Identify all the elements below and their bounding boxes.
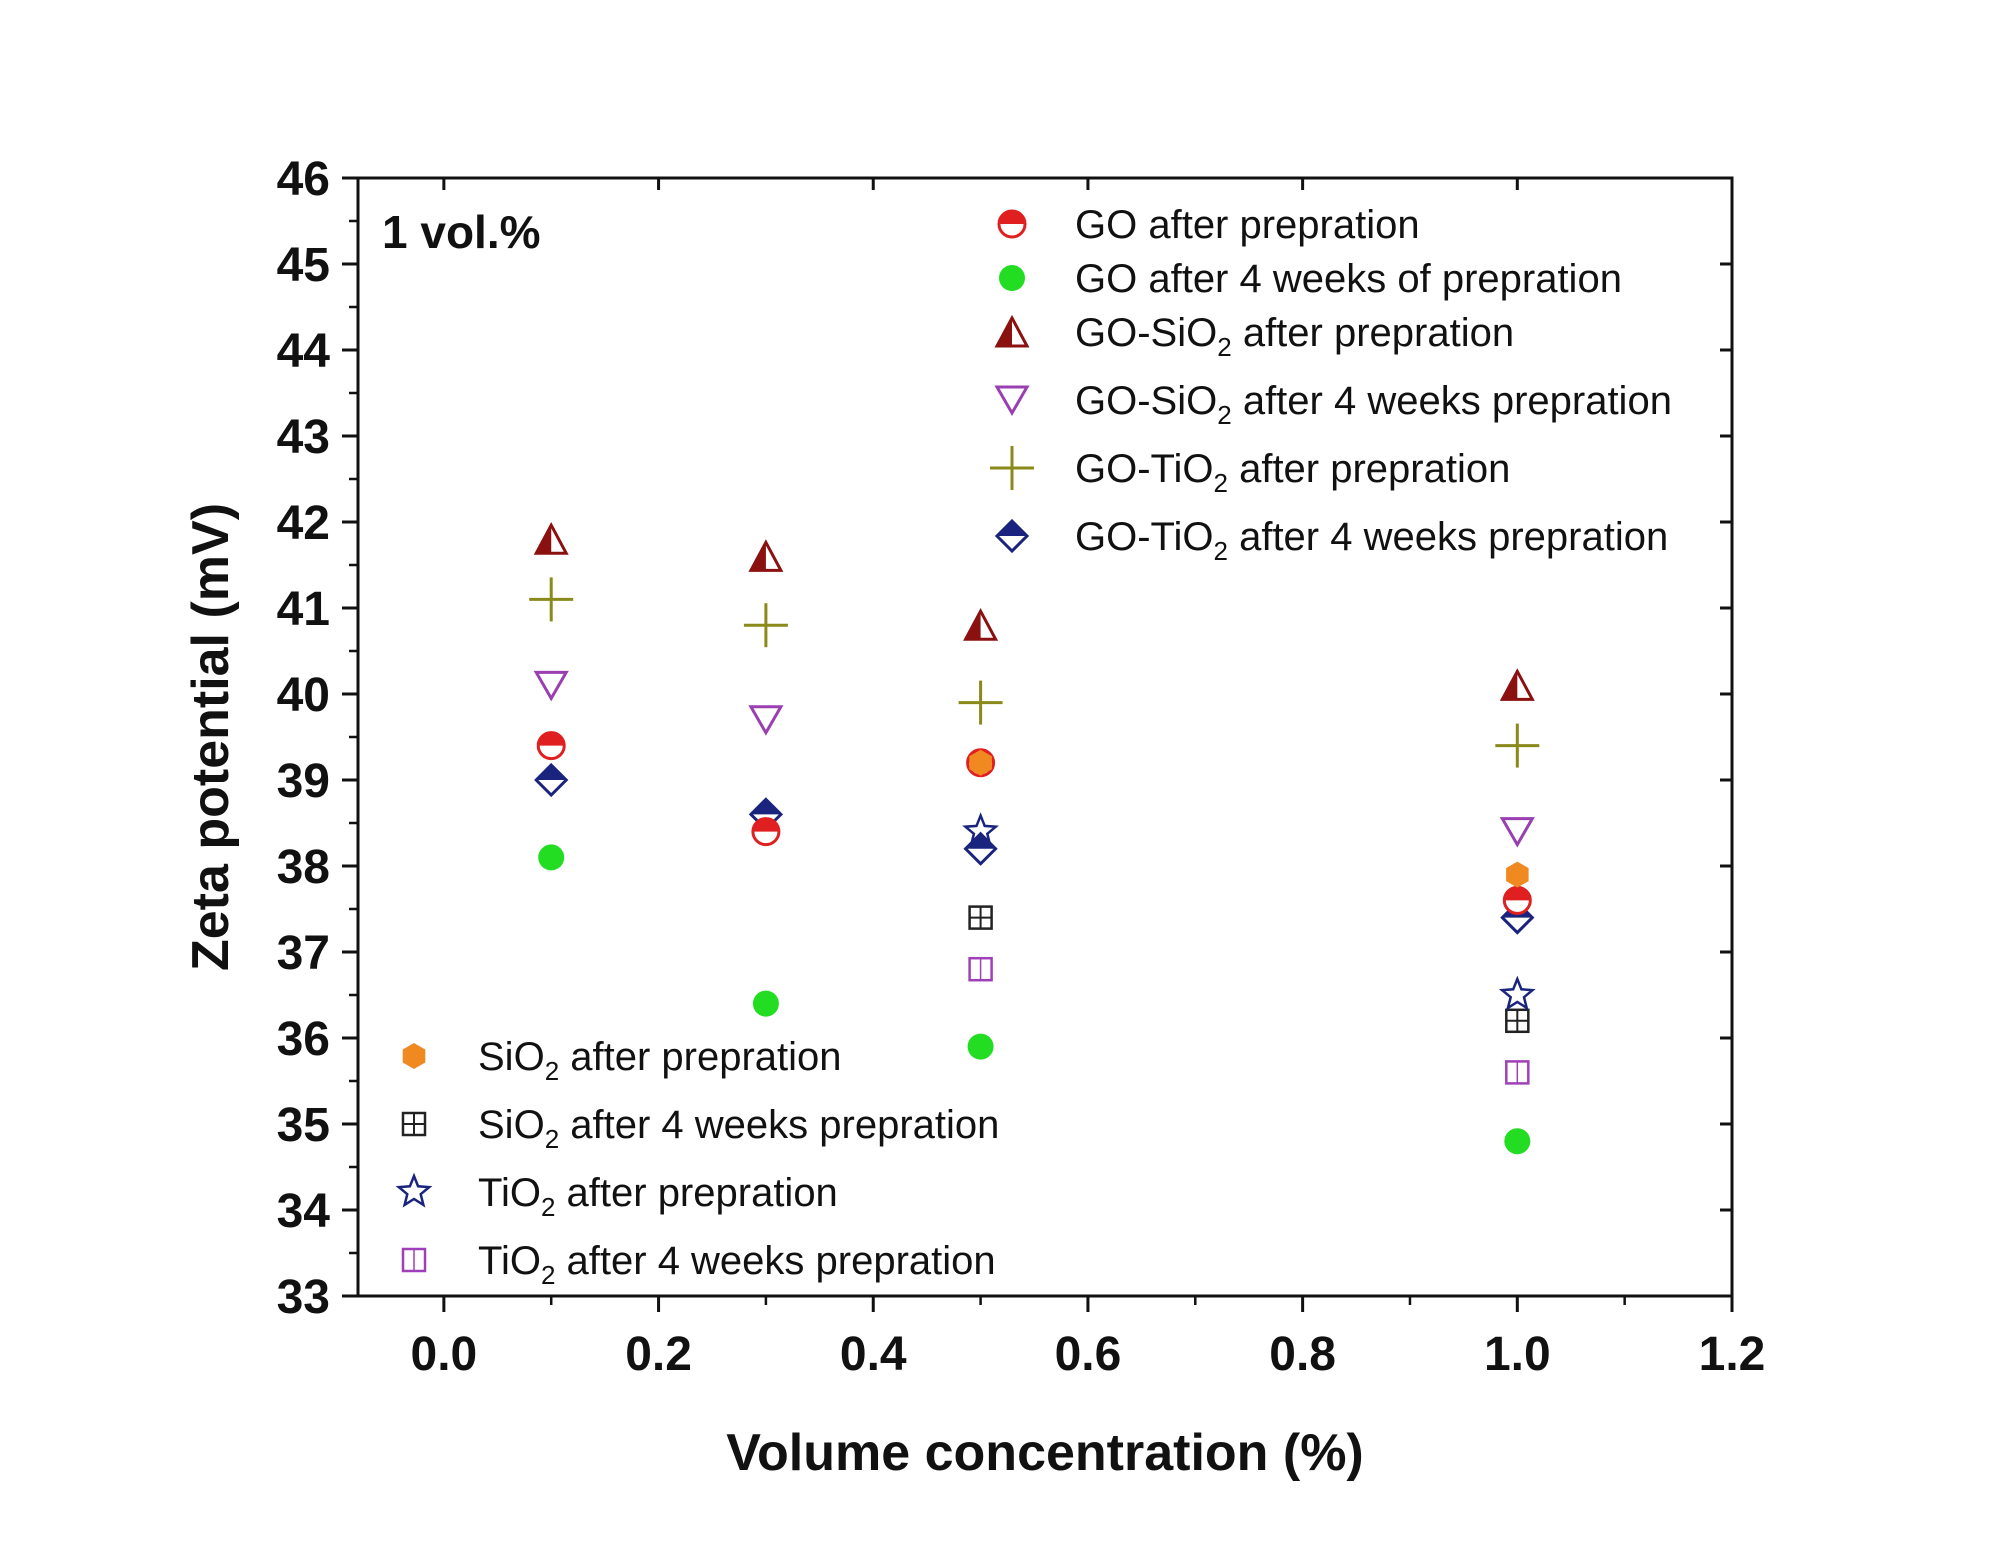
data-point-go-4w xyxy=(752,990,779,1017)
legend-item-gotio2-4w: GO-TiO2 after 4 weeks prepration xyxy=(994,515,1668,566)
legend-label-gotio2-4w: GO-TiO2 after 4 weeks prepration xyxy=(1075,515,1668,566)
data-point-gosio2-after xyxy=(748,539,784,572)
legend-marker-gotio2-4w xyxy=(994,518,1030,554)
data-point-go-after xyxy=(1502,885,1532,915)
legend-marker-gosio2-after xyxy=(994,314,1030,348)
data-point-gosio2-4w xyxy=(748,705,784,736)
legend-item-gosio2-after: GO-SiO2 after prepration xyxy=(994,311,1514,362)
x-tick-label: 0.2 xyxy=(625,1328,692,1381)
legend-label-sio2-4w: SiO2 after 4 weeks prepration xyxy=(478,1103,999,1154)
legend-top-right: GO after prepration GO after 4 weeks of p… xyxy=(990,203,1672,566)
y-tick-label: 39 xyxy=(277,755,330,808)
legend-label-tio2-after: TiO2 after prepration xyxy=(478,1171,838,1222)
data-point-tio2-4w xyxy=(1505,1060,1530,1085)
legend-label-gotio2-after: GO-TiO2 after prepration xyxy=(1075,447,1510,498)
series-gosio2-4w xyxy=(533,670,1535,848)
data-point-gotio2-after xyxy=(958,680,1003,725)
series-gotio2-after xyxy=(529,577,1540,768)
data-point-gotio2-after xyxy=(529,577,574,622)
legend-item-tio2-4w: TiO2 after 4 weeks prepration xyxy=(401,1239,996,1290)
y-tick-label: 43 xyxy=(277,411,330,464)
legend-label-gosio2-after: GO-SiO2 after prepration xyxy=(1075,311,1514,362)
series-go-after xyxy=(536,731,1532,915)
y-tick-label: 44 xyxy=(277,325,331,378)
x-tick-label: 0.6 xyxy=(1055,1328,1122,1381)
legend-label-tio2-4w: TiO2 after 4 weeks prepration xyxy=(478,1239,996,1290)
series-sio2-after xyxy=(969,749,1529,888)
legend-bottom-left: SiO2 after prepration SiO2 after 4 weeks … xyxy=(395,1035,999,1290)
legend-label-gosio2-4w: GO-SiO2 after 4 weeks prepration xyxy=(1075,379,1672,430)
data-point-go-after xyxy=(751,817,781,847)
legend-marker-go-4w xyxy=(999,265,1025,291)
legend-item-sio2-after: SiO2 after prepration xyxy=(402,1035,842,1086)
y-tick-label: 37 xyxy=(277,927,330,980)
series-gotio2-4w xyxy=(534,762,1535,935)
y-tick-label: 41 xyxy=(277,583,330,636)
data-point-sio2-4w xyxy=(1505,1008,1530,1034)
data-point-gotio2-4w xyxy=(963,831,998,866)
series-sio2-4w xyxy=(968,905,1530,1034)
x-tick-label: 0.4 xyxy=(840,1328,907,1381)
y-tick-label: 35 xyxy=(277,1099,330,1152)
data-point-sio2-after xyxy=(1506,861,1529,888)
legend-item-gotio2-after: GO-TiO2 after prepration xyxy=(990,446,1510,498)
y-tick-label: 45 xyxy=(277,239,330,292)
series-gosio2-after xyxy=(533,522,1535,701)
legend-marker-tio2-after xyxy=(395,1172,433,1208)
x-tick-label: 1.0 xyxy=(1484,1328,1551,1381)
legend-label-go-4w: GO after 4 weeks of prepration xyxy=(1075,257,1622,301)
y-tick-label: 36 xyxy=(277,1013,330,1066)
legend-label-go-after: GO after prepration xyxy=(1075,203,1420,247)
legend-item-sio2-4w: SiO2 after 4 weeks prepration xyxy=(401,1103,999,1154)
legend-marker-go-after xyxy=(997,209,1027,239)
data-point-gotio2-after xyxy=(1495,723,1540,768)
legend-item-tio2-after: TiO2 after prepration xyxy=(395,1171,838,1222)
data-point-tio2-after xyxy=(1498,975,1536,1011)
legend-item-go-4w: GO after 4 weeks of prepration xyxy=(999,257,1622,301)
legend-marker-sio2-after xyxy=(402,1043,426,1069)
data-point-gosio2-after xyxy=(533,522,569,555)
legend-item-go-after: GO after prepration xyxy=(997,203,1420,247)
data-point-sio2-4w xyxy=(968,905,993,930)
data-point-sio2-after xyxy=(969,749,992,776)
legend-marker-tio2-4w xyxy=(401,1247,427,1273)
x-tick-label: 0.8 xyxy=(1269,1328,1336,1381)
y-axis-title: Zeta potential (mV) xyxy=(182,503,240,971)
legend-label-sio2-after: SiO2 after prepration xyxy=(478,1035,842,1086)
series-tio2-after xyxy=(962,812,1536,1011)
y-tick-label: 46 xyxy=(277,153,330,206)
data-point-go-after xyxy=(536,731,566,761)
y-tick-label: 40 xyxy=(277,669,330,722)
series-tio2-4w xyxy=(968,956,1530,1085)
panel-annotation: 1 vol.% xyxy=(382,206,541,258)
legend-marker-gosio2-4w xyxy=(994,385,1030,417)
data-point-go-4w xyxy=(538,844,565,871)
data-point-gotio2-after xyxy=(743,603,788,648)
data-point-gosio2-4w xyxy=(1499,817,1535,848)
y-tick-label: 34 xyxy=(277,1185,331,1238)
data-point-tio2-4w xyxy=(968,956,993,982)
data-point-gotio2-4w xyxy=(534,762,569,798)
series-go-4w xyxy=(538,844,1531,1155)
x-axis-title: Volume concentration (%) xyxy=(726,1424,1364,1482)
data-point-go-4w xyxy=(1504,1128,1531,1155)
data-point-go-4w xyxy=(967,1033,994,1060)
data-point-gosio2-after xyxy=(963,608,999,641)
legend-marker-gotio2-after xyxy=(990,446,1034,490)
x-tick-label: 1.2 xyxy=(1699,1328,1766,1381)
y-tick-label: 42 xyxy=(277,497,330,550)
y-tick-label: 38 xyxy=(277,841,330,894)
y-tick-label: 33 xyxy=(277,1271,330,1324)
data-point-gosio2-4w xyxy=(533,670,569,702)
x-tick-label: 0.0 xyxy=(411,1328,478,1381)
legend-item-gosio2-4w: GO-SiO2 after 4 weeks prepration xyxy=(994,379,1672,430)
data-point-gosio2-after xyxy=(1499,668,1535,701)
legend-marker-sio2-4w xyxy=(401,1111,427,1137)
